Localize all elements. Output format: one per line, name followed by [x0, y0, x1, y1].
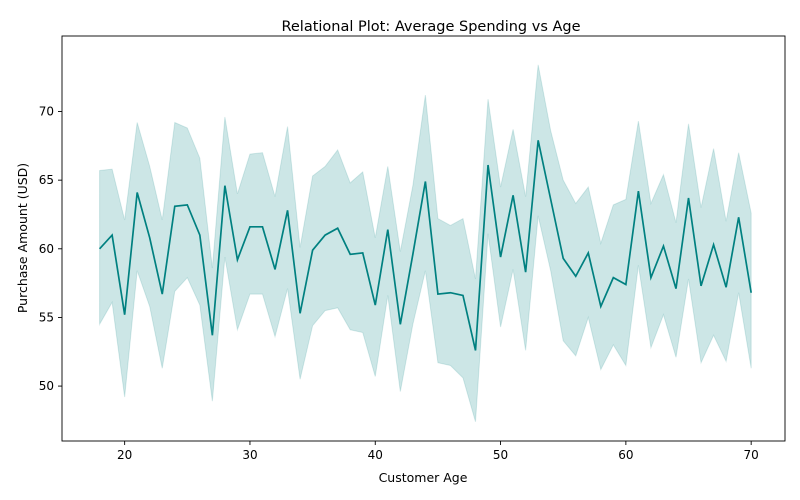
data-point: [248, 225, 251, 228]
data-point: [198, 234, 201, 237]
data-point: [299, 312, 302, 315]
y-axis-ticks: 50 55 60 65 70: [39, 105, 62, 393]
y-tick-label: 50: [39, 379, 54, 393]
axes-frame: [61, 35, 786, 442]
data-point: [474, 349, 477, 352]
data-point: [186, 203, 189, 206]
x-axis-ticks: 20 30 40 50 60 70: [117, 441, 759, 462]
data-point: [311, 249, 314, 252]
x-tick-label: 40: [368, 448, 383, 462]
data-point: [436, 293, 439, 296]
data-point: [549, 198, 552, 201]
data-point: [223, 184, 226, 187]
data-point: [424, 180, 427, 183]
data-point: [274, 268, 277, 271]
data-point: [461, 294, 464, 297]
data-point: [712, 243, 715, 246]
data-point: [411, 253, 414, 256]
data-point: [700, 284, 703, 287]
data-point: [123, 313, 126, 316]
data-point: [725, 286, 728, 289]
data-point: [512, 194, 515, 197]
x-tick-label: 70: [744, 448, 759, 462]
y-tick-label: 65: [39, 173, 54, 187]
data-point: [599, 305, 602, 308]
data-point: [624, 283, 627, 286]
data-point: [750, 291, 753, 294]
data-point: [662, 245, 665, 248]
y-tick-label: 55: [39, 310, 54, 324]
x-axis-label: Customer Age: [379, 470, 468, 485]
data-point: [637, 190, 640, 193]
data-point: [574, 275, 577, 278]
confidence-band: [99, 64, 752, 422]
data-point: [148, 236, 151, 239]
y-tick-label: 70: [39, 105, 54, 119]
data-point: [286, 209, 289, 212]
data-point: [537, 139, 540, 142]
mean-line: [98, 140, 753, 351]
data-point: [261, 225, 264, 228]
x-tick-label: 20: [117, 448, 132, 462]
data-point: [524, 271, 527, 274]
data-point: [374, 304, 377, 307]
data-point: [336, 227, 339, 230]
data-point: [649, 276, 652, 279]
data-point: [612, 276, 615, 279]
plot-area: [98, 64, 753, 422]
data-point: [587, 251, 590, 254]
data-point: [487, 164, 490, 167]
data-point: [386, 228, 389, 231]
data-point: [499, 256, 502, 259]
data-point: [324, 234, 327, 237]
data-point: [562, 257, 565, 260]
data-point: [211, 334, 214, 337]
y-axis-label: Purchase Amount (USD): [15, 163, 30, 313]
x-tick-label: 50: [493, 448, 508, 462]
y-tick-label: 60: [39, 242, 54, 256]
data-point: [111, 234, 114, 237]
data-point: [236, 258, 239, 261]
data-point: [349, 253, 352, 256]
chart-title: Relational Plot: Average Spending vs Age: [281, 19, 580, 35]
data-point: [361, 251, 364, 254]
x-tick-label: 60: [618, 448, 633, 462]
x-tick-label: 30: [242, 448, 257, 462]
data-point: [687, 197, 690, 200]
data-point: [161, 293, 164, 296]
data-point: [674, 287, 677, 290]
data-point: [449, 291, 452, 294]
data-point: [98, 247, 101, 250]
data-point: [136, 191, 139, 194]
data-point: [173, 205, 176, 208]
data-point: [737, 216, 740, 219]
data-point: [399, 323, 402, 326]
